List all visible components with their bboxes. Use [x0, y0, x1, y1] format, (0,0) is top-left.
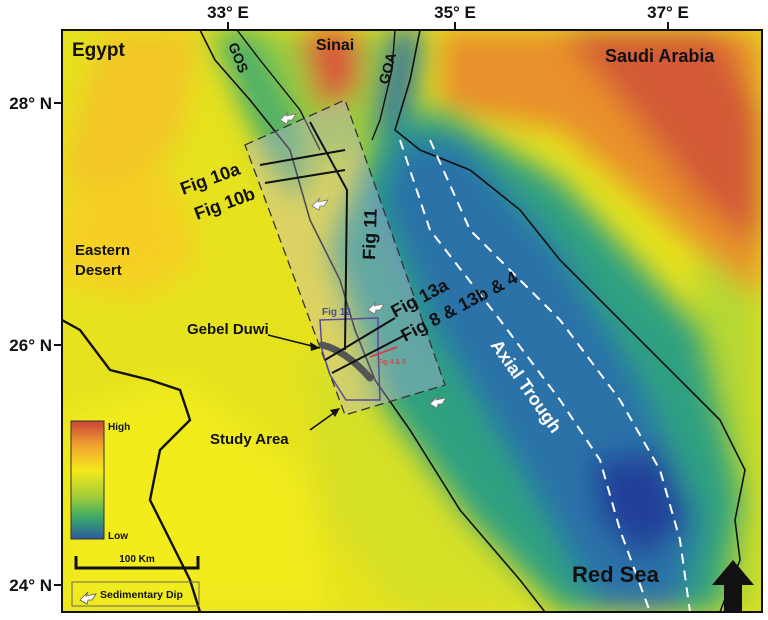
- scale-bar-label: 100 Km: [119, 554, 155, 565]
- label-fig4-8: Fig 4 & 8: [378, 359, 406, 366]
- axis-ticks: [54, 22, 669, 586]
- axial-trough-east-line: [429, 139, 691, 612]
- fig13a-line: [324, 317, 396, 361]
- fig8-line: [331, 334, 406, 374]
- axial-trough-west-line: [399, 139, 651, 612]
- scale-bar: 100 Km: [74, 554, 200, 570]
- west-coastline: [199, 30, 546, 612]
- label-fig11: Fig 11: [359, 208, 381, 260]
- label-fig12: Fig 12: [322, 307, 351, 318]
- label-egypt: Egypt: [72, 40, 125, 61]
- label-gebel-duwi: Gebel Duwi: [187, 321, 269, 338]
- label-eastern: Eastern: [75, 242, 130, 259]
- lat-label-28: 28° N: [9, 94, 52, 113]
- goa-west-coast: [371, 30, 396, 141]
- legend-low: Low: [108, 531, 128, 542]
- fig10a-line: [259, 149, 346, 166]
- gos-east-coast: [236, 30, 321, 151]
- fig10b-line: [264, 169, 346, 184]
- lon-label-33: 33° E: [207, 3, 249, 22]
- border-line: [62, 318, 202, 612]
- legend-sedimentary-dip: Sedimentary Dip: [100, 589, 183, 601]
- dip-legend: Sedimentary Dip: [71, 581, 200, 607]
- lat-label-26: 26° N: [9, 336, 52, 355]
- elevation-legend: High Low: [70, 420, 130, 542]
- east-coastline: [394, 30, 746, 612]
- lon-label-35: 35° E: [434, 3, 476, 22]
- fig12-outline: [319, 317, 381, 401]
- label-red-sea: Red Sea: [572, 562, 660, 587]
- fig11-line: [309, 121, 349, 351]
- north-arrow-icon: [712, 560, 754, 612]
- label-goa: GOA: [375, 51, 399, 86]
- label-study-area: Study Area: [210, 431, 289, 448]
- label-sinai: Sinai: [316, 37, 354, 54]
- legend-high: High: [108, 422, 130, 433]
- lon-label-37: 37° E: [647, 3, 689, 22]
- lat-label-24: 24° N: [9, 576, 52, 595]
- gebel-duwi-outcrop: [318, 341, 374, 382]
- label-desert: Desert: [75, 262, 122, 279]
- dip-arrow-icon: [279, 111, 447, 409]
- fig4-8-line: [369, 346, 398, 358]
- dip-arrow-icon: [79, 591, 97, 605]
- map-frame: [61, 29, 763, 613]
- elevation-map: [62, 30, 762, 612]
- label-saudi-arabia: Saudi Arabia: [605, 46, 715, 66]
